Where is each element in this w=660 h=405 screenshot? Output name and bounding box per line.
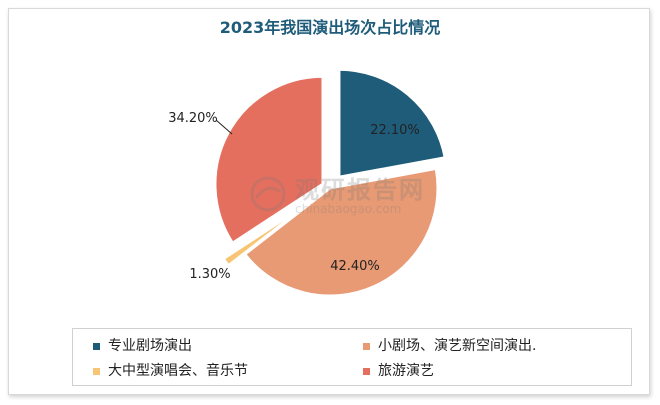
legend-label-1: 专业剧场演出: [108, 338, 192, 354]
legend-item-3: 大中型演唱会、音乐节: [93, 360, 248, 380]
legend-label-3: 大中型演唱会、音乐节: [108, 363, 248, 379]
watermark-subtext: chinabaogao.com: [295, 202, 402, 216]
legend-swatch-4: [363, 367, 370, 375]
legend-swatch-1: [93, 342, 100, 350]
legend: 专业剧场演出 小剧场、演艺新空间演出. 大中型演唱会、音乐节 旅游演艺: [72, 328, 632, 386]
legend-swatch-2: [363, 342, 370, 350]
legend-label-2: 小剧场、演艺新空间演出.: [378, 338, 537, 354]
watermark-logo-icon: [250, 176, 286, 212]
leader-line-4: [215, 119, 233, 135]
pie-slice-3: [221, 198, 315, 268]
pie-data-label-3: 1.30%: [189, 267, 230, 282]
chart-title: 2023年我国演出场次占比情况: [219, 18, 441, 37]
legend-item-2: 小剧场、演艺新空间演出.: [363, 335, 536, 355]
watermark-text: 观研报告网: [295, 176, 425, 204]
legend-item-1: 专业剧场演出: [93, 335, 192, 355]
legend-swatch-3: [93, 367, 100, 375]
legend-label-4: 旅游演艺: [378, 363, 434, 379]
watermark: 观研报告网 chinabaogao.com: [240, 170, 430, 220]
pie-data-label-1: 22.10%: [370, 123, 420, 138]
pie-data-label-4: 34.20%: [168, 111, 218, 126]
pie-slice-4: [213, 74, 325, 246]
pie-data-label-2: 42.40%: [330, 259, 380, 274]
pie-slice-2: [242, 166, 440, 298]
legend-item-4: 旅游演艺: [363, 360, 434, 380]
pie-slice-1: [337, 67, 447, 180]
